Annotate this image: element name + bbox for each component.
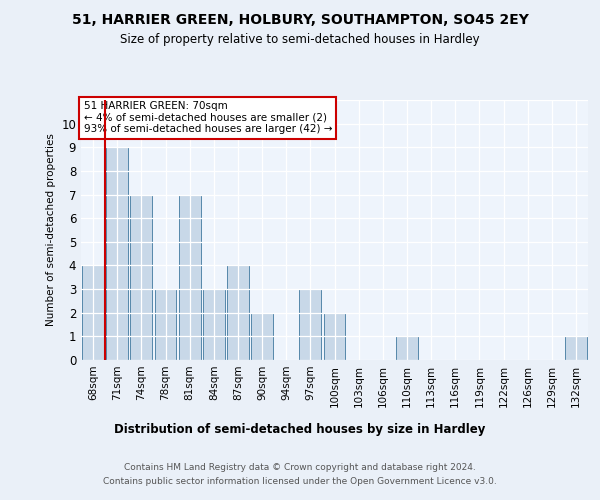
Bar	[299, 289, 321, 360]
Bar	[227, 266, 249, 360]
Bar	[323, 312, 346, 360]
Bar	[396, 336, 418, 360]
Bar	[179, 194, 200, 360]
Y-axis label: Number of semi-detached properties: Number of semi-detached properties	[46, 134, 56, 326]
Bar	[130, 194, 152, 360]
Bar	[82, 266, 104, 360]
Bar	[565, 336, 587, 360]
Bar	[155, 289, 176, 360]
Text: Contains public sector information licensed under the Open Government Licence v3: Contains public sector information licen…	[103, 478, 497, 486]
Bar	[251, 312, 273, 360]
Text: 51 HARRIER GREEN: 70sqm
← 4% of semi-detached houses are smaller (2)
93% of semi: 51 HARRIER GREEN: 70sqm ← 4% of semi-det…	[83, 102, 332, 134]
Bar	[203, 289, 224, 360]
Bar	[106, 148, 128, 360]
Text: Size of property relative to semi-detached houses in Hardley: Size of property relative to semi-detach…	[120, 32, 480, 46]
Text: Contains HM Land Registry data © Crown copyright and database right 2024.: Contains HM Land Registry data © Crown c…	[124, 462, 476, 471]
Text: Distribution of semi-detached houses by size in Hardley: Distribution of semi-detached houses by …	[115, 422, 485, 436]
Text: 51, HARRIER GREEN, HOLBURY, SOUTHAMPTON, SO45 2EY: 51, HARRIER GREEN, HOLBURY, SOUTHAMPTON,…	[71, 12, 529, 26]
